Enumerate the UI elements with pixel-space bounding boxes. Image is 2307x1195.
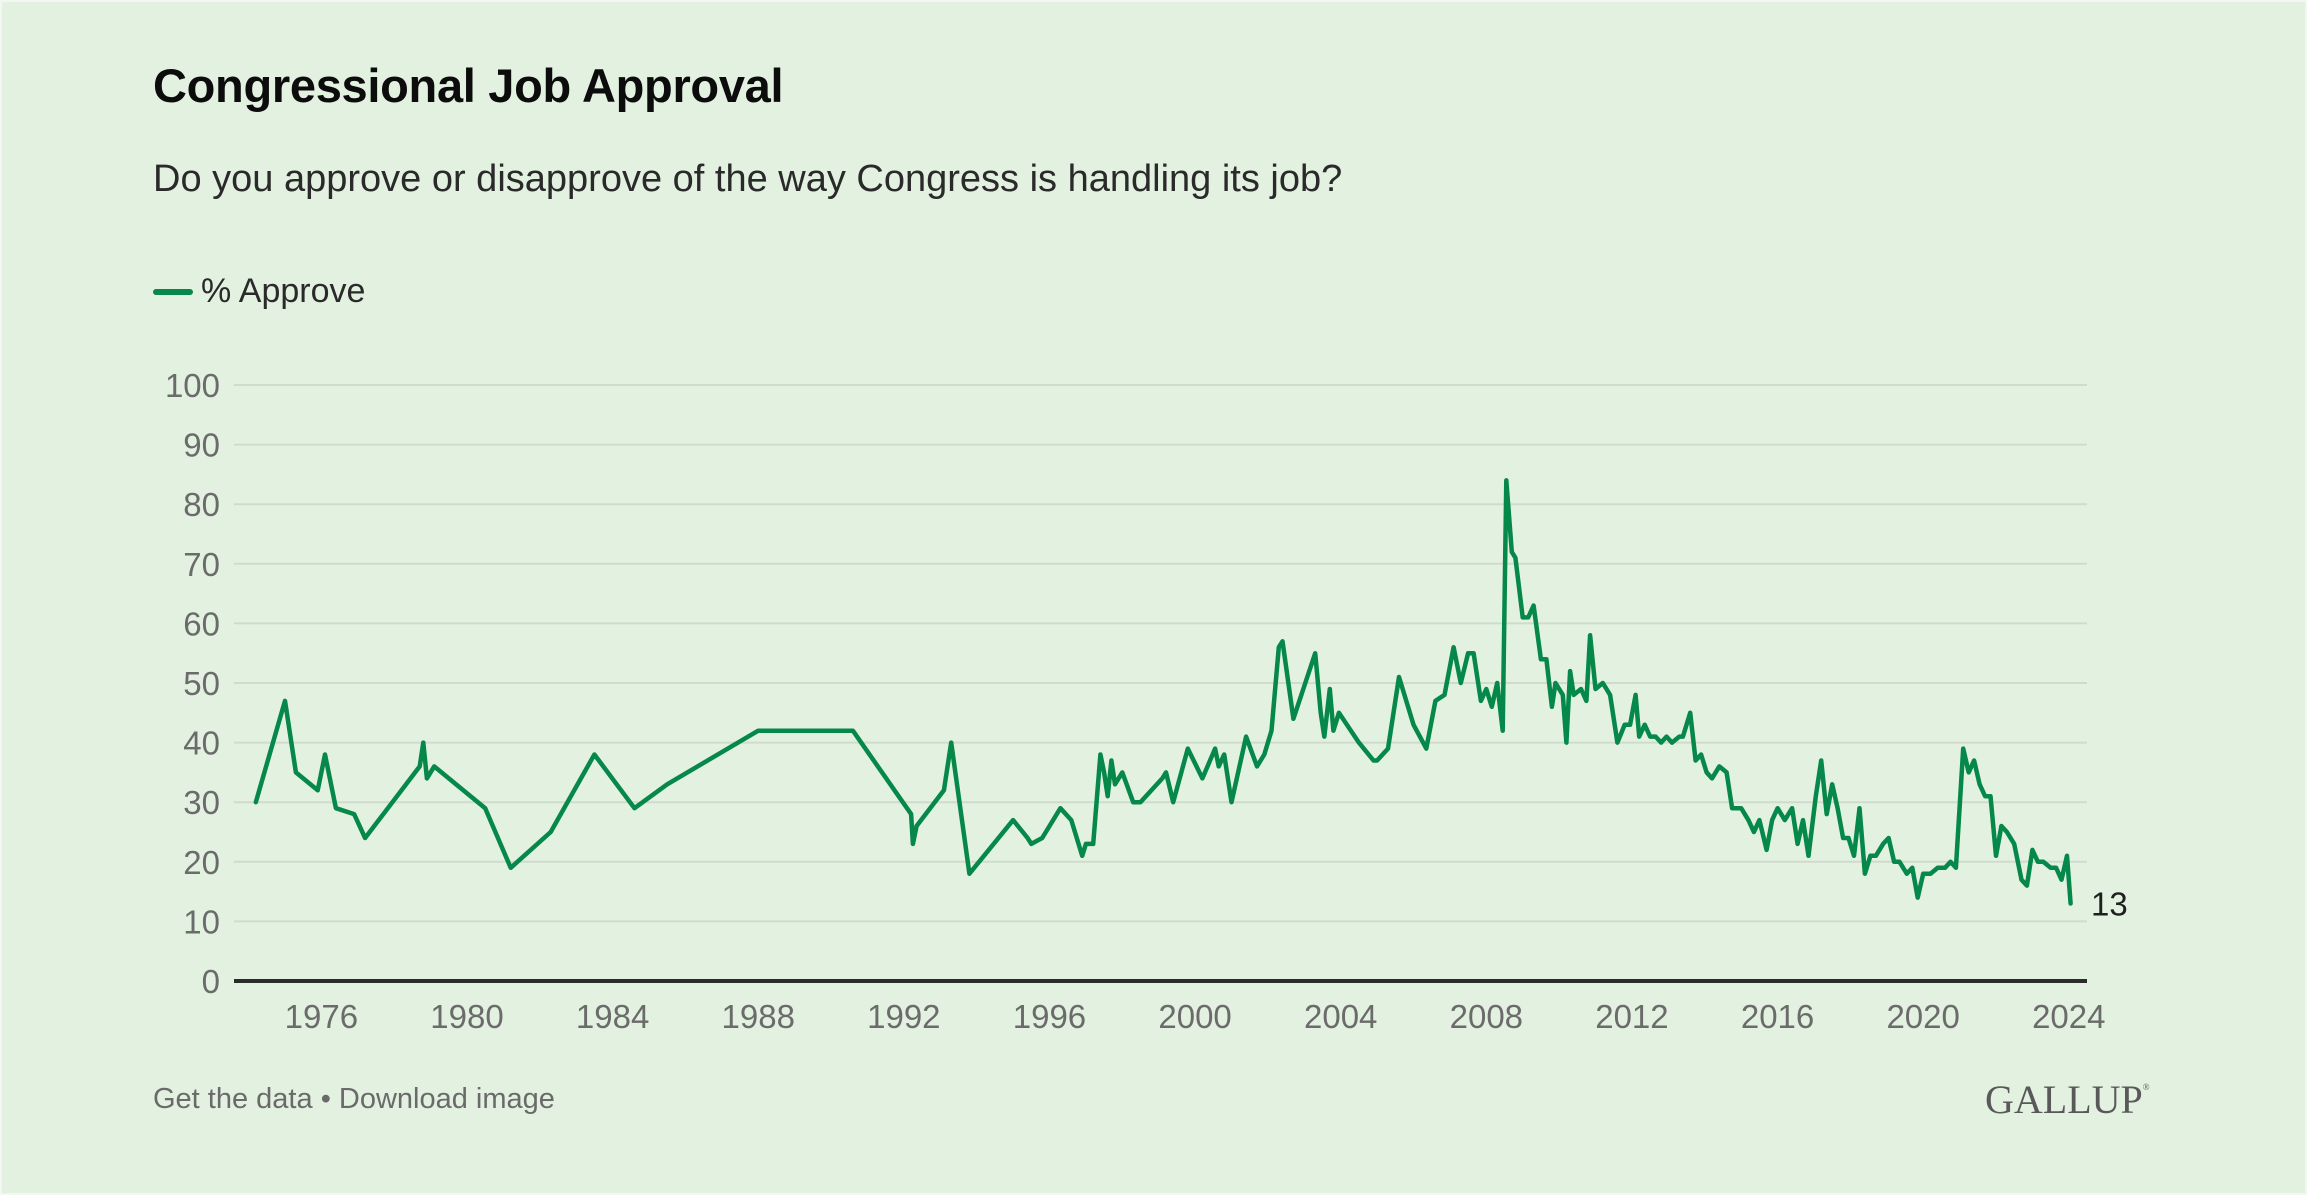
y-tick-label: 90 [183,427,220,464]
x-tick-label: 1976 [285,998,358,1035]
x-tick-label: 2012 [1595,998,1668,1035]
y-tick-label: 20 [183,844,220,881]
x-tick-label: 2004 [1304,998,1377,1035]
x-tick-label: 1992 [867,998,940,1035]
y-tick-label: 10 [183,903,220,940]
y-tick-label: 60 [183,605,220,642]
footer-separator: • [320,1083,331,1115]
x-tick-label: 2020 [1886,998,1959,1035]
y-tick-label: 50 [183,665,220,702]
y-tick-label: 30 [183,784,220,821]
x-tick-label: 2024 [2032,998,2105,1035]
logo-text: GALLUP [1985,1077,2143,1122]
end-value-label: 13 [2091,886,2128,923]
download-image-link[interactable]: Download image [338,1083,555,1115]
y-tick-label: 70 [183,546,220,583]
x-tick-label: 2000 [1158,998,1231,1035]
y-tick-label: 80 [183,486,220,523]
legend: % Approve [153,272,365,311]
y-tick-label: 0 [202,963,220,1000]
y-axis-tick-labels: 0 10 20 30 40 50 60 70 80 90 100 [165,367,220,1000]
legend-line-swatch [153,288,193,295]
y-tick-label: 40 [183,725,220,762]
x-axis-tick-labels: 1976 1980 1984 1988 1992 1996 2000 2004 2008 2012… [285,998,2106,1035]
legend-label: % Approve [201,272,366,310]
x-tick-label: 2008 [1450,998,1523,1035]
registered-mark: ® [2142,1082,2150,1092]
series-line-approve [253,478,2073,906]
y-tick-label: 100 [165,367,220,404]
chart-subtitle: Do you approve or disapprove of the way … [153,158,1343,200]
x-tick-label: 2016 [1741,998,1814,1035]
x-tick-label: 1996 [1013,998,1086,1035]
chart-title: Congressional Job Approval [153,59,784,112]
footer-links: Get the data • Download image [153,1083,555,1116]
x-tick-label: 1988 [722,998,795,1035]
get-the-data-link[interactable]: Get the data [153,1083,313,1115]
gridlines [234,384,2087,923]
gallup-logo: GALLUP® [1985,1076,2150,1123]
x-tick-label: 1984 [576,998,649,1035]
x-tick-label: 1980 [430,998,503,1035]
